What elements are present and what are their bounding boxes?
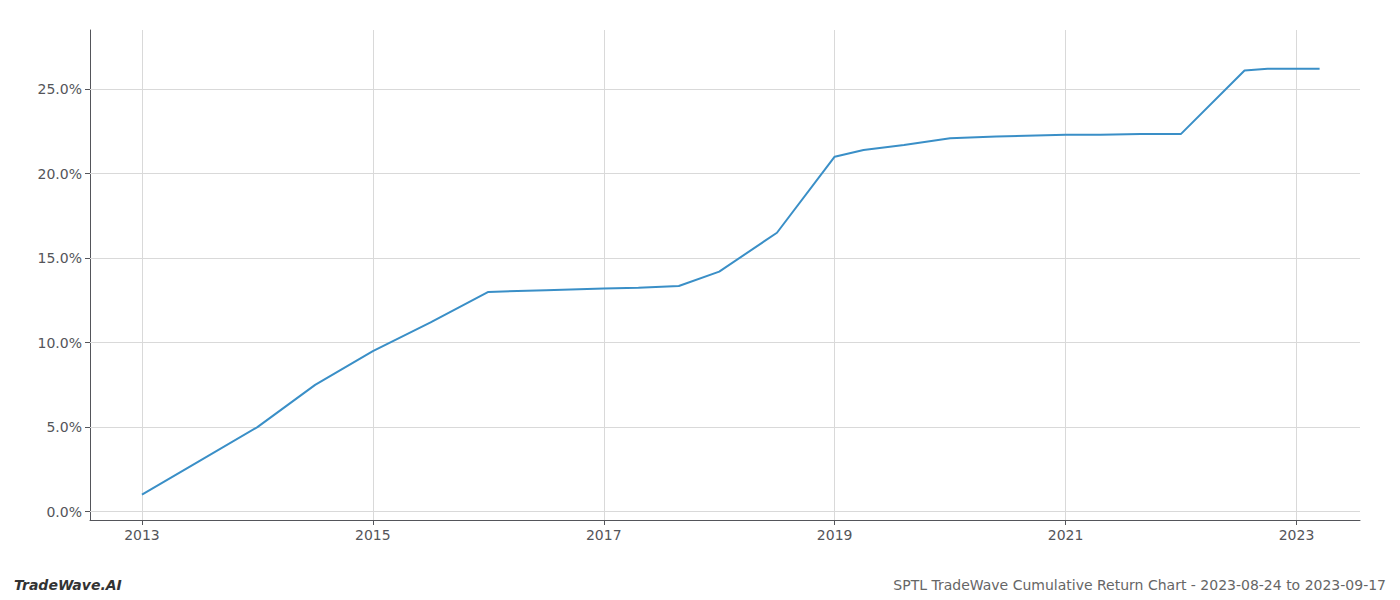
svg-text:5.0%: 5.0%	[46, 419, 82, 435]
svg-text:2013: 2013	[124, 527, 160, 543]
svg-text:20.0%: 20.0%	[38, 166, 82, 182]
svg-text:SPTL TradeWave Cumulative Retu: SPTL TradeWave Cumulative Return Chart -…	[893, 577, 1386, 593]
svg-text:2023: 2023	[1279, 527, 1315, 543]
svg-text:15.0%: 15.0%	[38, 250, 82, 266]
svg-text:0.0%: 0.0%	[46, 504, 82, 520]
svg-text:TradeWave.AI: TradeWave.AI	[14, 577, 122, 593]
svg-text:2015: 2015	[355, 527, 391, 543]
svg-text:10.0%: 10.0%	[38, 335, 82, 351]
svg-text:2017: 2017	[586, 527, 622, 543]
svg-text:25.0%: 25.0%	[38, 81, 82, 97]
svg-text:2021: 2021	[1048, 527, 1084, 543]
svg-text:2019: 2019	[817, 527, 853, 543]
